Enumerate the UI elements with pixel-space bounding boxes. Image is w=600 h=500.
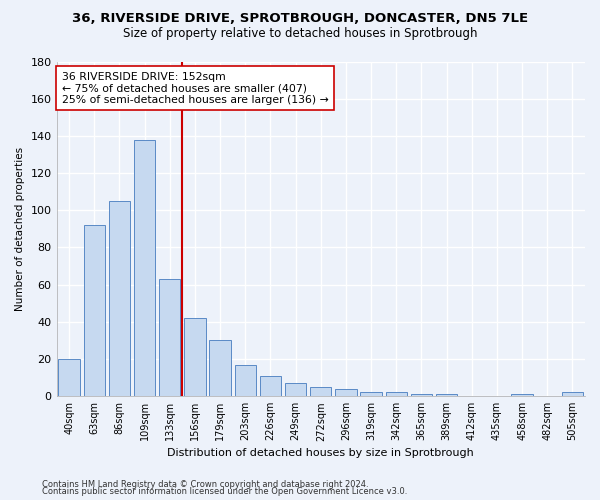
Bar <box>109 201 130 396</box>
Bar <box>511 394 533 396</box>
Bar <box>184 318 206 396</box>
Bar <box>83 225 105 396</box>
Bar <box>209 340 231 396</box>
Bar <box>58 359 80 396</box>
Bar <box>562 392 583 396</box>
Bar <box>134 140 155 396</box>
Text: Size of property relative to detached houses in Sprotbrough: Size of property relative to detached ho… <box>123 28 477 40</box>
Bar <box>361 392 382 396</box>
Bar <box>411 394 432 396</box>
X-axis label: Distribution of detached houses by size in Sprotbrough: Distribution of detached houses by size … <box>167 448 474 458</box>
Text: Contains HM Land Registry data © Crown copyright and database right 2024.: Contains HM Land Registry data © Crown c… <box>42 480 368 489</box>
Bar <box>159 279 181 396</box>
Text: Contains public sector information licensed under the Open Government Licence v3: Contains public sector information licen… <box>42 488 407 496</box>
Bar <box>310 387 331 396</box>
Bar <box>436 394 457 396</box>
Y-axis label: Number of detached properties: Number of detached properties <box>15 147 25 311</box>
Text: 36, RIVERSIDE DRIVE, SPROTBROUGH, DONCASTER, DN5 7LE: 36, RIVERSIDE DRIVE, SPROTBROUGH, DONCAS… <box>72 12 528 26</box>
Bar <box>235 364 256 396</box>
Bar <box>260 376 281 396</box>
Bar <box>285 383 307 396</box>
Bar <box>335 389 356 396</box>
Bar <box>386 392 407 396</box>
Text: 36 RIVERSIDE DRIVE: 152sqm
← 75% of detached houses are smaller (407)
25% of sem: 36 RIVERSIDE DRIVE: 152sqm ← 75% of deta… <box>62 72 329 104</box>
